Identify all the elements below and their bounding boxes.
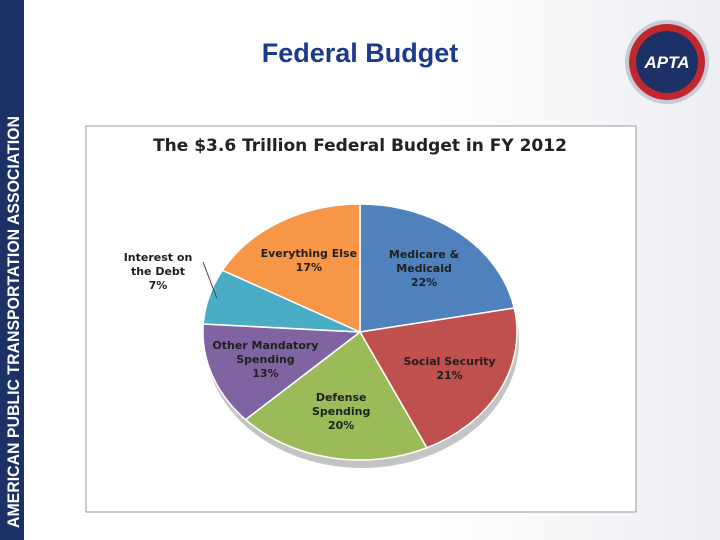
- slice-name: Everything Else: [260, 247, 358, 261]
- pie-slice: [358, 307, 518, 449]
- slide-title: Federal Budget: [262, 38, 459, 68]
- side-band: [0, 0, 24, 540]
- slice-label: Everything Else 17%: [254, 247, 364, 275]
- slice-label: Other Mandatory Spending 13%: [210, 339, 320, 381]
- slice-name: Other Mandatory Spending: [212, 338, 319, 366]
- logo-text: APTA: [643, 53, 689, 72]
- slice-value: 13%: [252, 366, 279, 380]
- slice-name: Defense Spending: [311, 391, 371, 419]
- slice-value: 20%: [328, 419, 355, 433]
- leader-line: [202, 261, 218, 299]
- logo-inner: [636, 31, 698, 93]
- slice-name: Medicare & Medicaid: [388, 247, 460, 275]
- slice-value: 17%: [295, 261, 323, 275]
- slice-value: 22%: [410, 275, 438, 289]
- slice-value: 7%: [148, 279, 168, 292]
- slice-label: Medicare & Medicaid 22%: [369, 248, 479, 290]
- side-text: AMERICAN PUBLIC TRANSPORTATION ASSOCIATI…: [4, 116, 23, 528]
- pie-slice: [244, 330, 428, 461]
- slice-name: Social Security: [403, 355, 496, 369]
- pie-slice: [359, 203, 516, 333]
- pie-slice: [202, 323, 363, 421]
- slice-label: Social Security 21%: [395, 355, 505, 383]
- chart-title: The $3.6 Trillion Federal Budget in FY 2…: [153, 136, 567, 156]
- slice-name: Interest on the Debt: [123, 251, 193, 278]
- slice-label: Defense Spending 20%: [286, 391, 396, 433]
- slice-value: 21%: [436, 369, 463, 383]
- slice-label: Interest on the Debt 7%: [113, 251, 203, 293]
- pie-slice: [221, 203, 361, 334]
